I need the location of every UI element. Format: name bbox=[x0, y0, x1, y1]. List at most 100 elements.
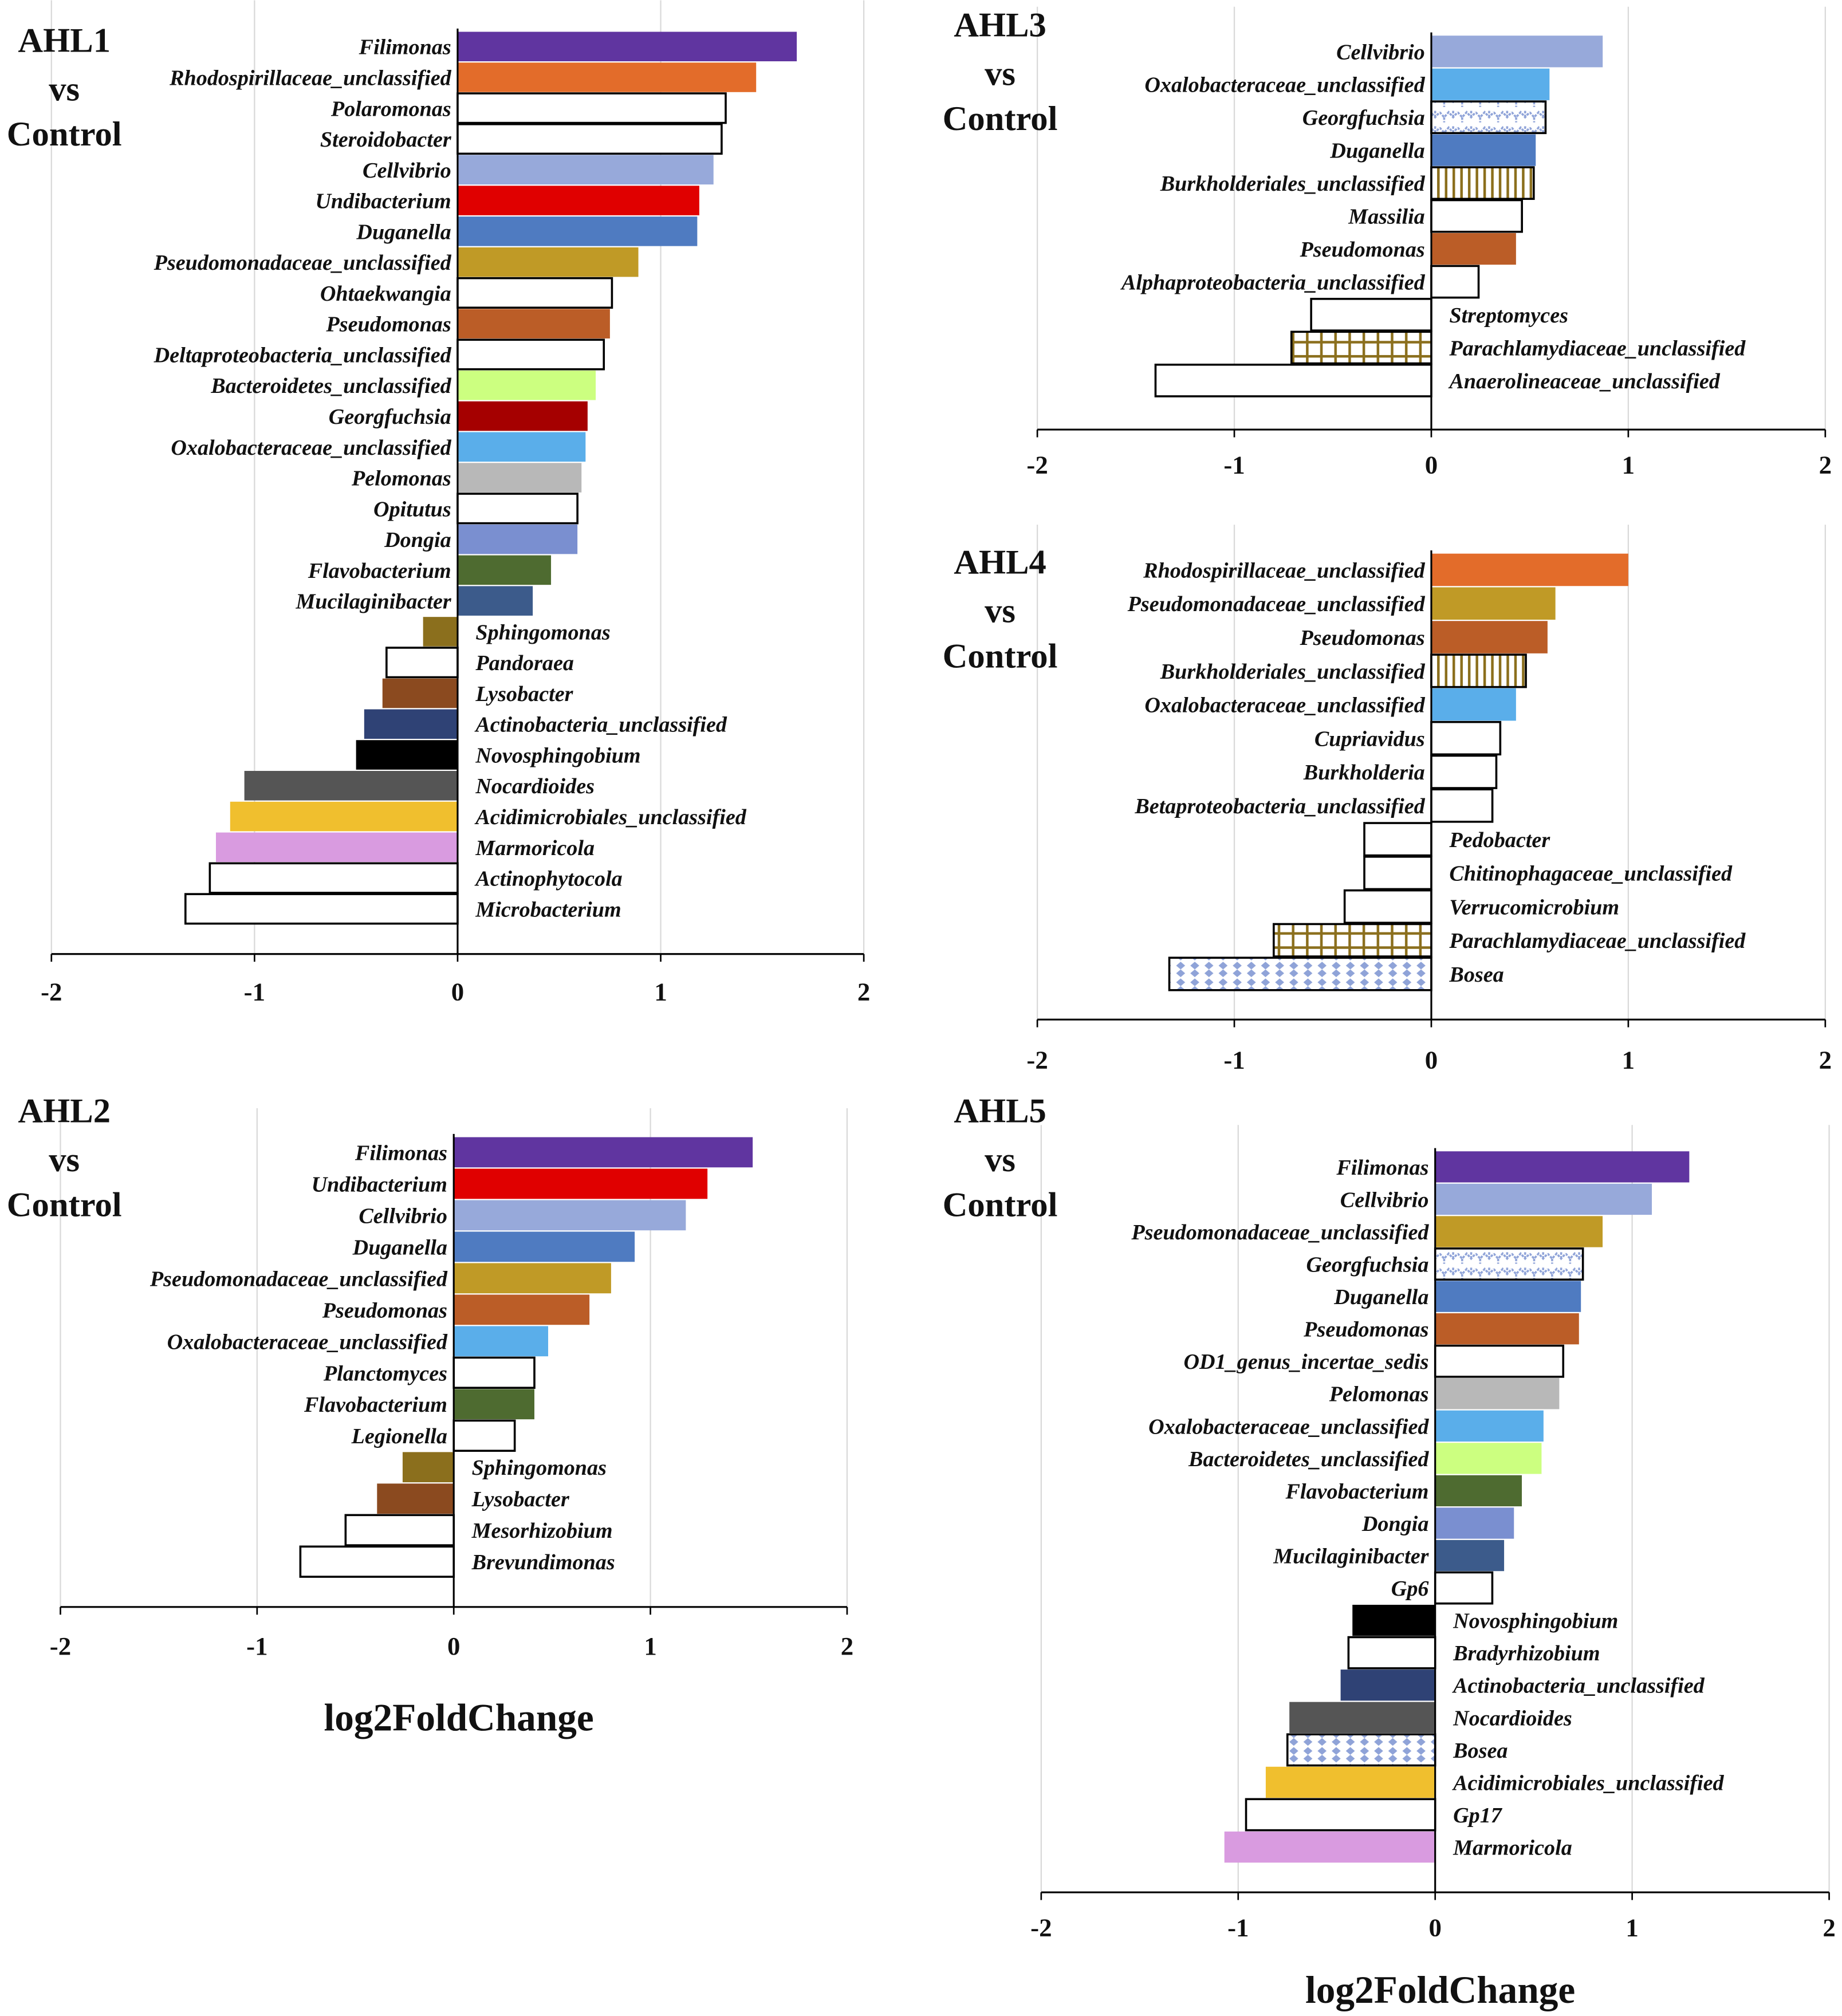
bar-label: Flavobacterium bbox=[1285, 1479, 1428, 1503]
x-tick-label: 0 bbox=[447, 1632, 460, 1660]
bar-label: Sphingomonas bbox=[475, 620, 610, 644]
bar-label: Rhodospirillaceae_unclassified bbox=[169, 66, 452, 90]
bar-label: Steroidobacter bbox=[320, 128, 452, 152]
bar-label: Cupriavidus bbox=[1314, 727, 1425, 751]
bar-label: Filimonas bbox=[355, 1141, 447, 1165]
bar-label: Pseudomonas bbox=[1299, 626, 1424, 650]
bar-marmoricola bbox=[215, 832, 458, 863]
bar-label: Nocardioides bbox=[475, 774, 595, 798]
bar-oxalobacteraceae-unclassified bbox=[1435, 1410, 1544, 1442]
bar-label: Marmoricola bbox=[475, 836, 595, 860]
bar-sphingomonas bbox=[423, 617, 458, 647]
bar-verrucomicrobium bbox=[1343, 889, 1432, 924]
bar-label: Oxalobacteraceae_unclassified bbox=[1144, 694, 1425, 718]
bar-opitutus bbox=[456, 493, 578, 525]
bar-label: Acidimicrobiales_unclassified bbox=[474, 805, 746, 829]
bar-legionella bbox=[452, 1419, 516, 1452]
bar-flavobacterium bbox=[454, 1389, 534, 1420]
bar-label: Brevundimonas bbox=[471, 1550, 615, 1574]
bar-label: Pseudomonas bbox=[1303, 1318, 1428, 1342]
bar-label: Betaproteobacteria_unclassified bbox=[1134, 794, 1425, 818]
bar-label: Pelomonas bbox=[351, 467, 451, 491]
x-axis-label: log2FoldChange bbox=[1305, 1968, 1575, 2011]
bar-actinophytocola bbox=[208, 862, 459, 894]
bar-label: Burkholderia bbox=[1303, 761, 1425, 785]
bar-duganella bbox=[457, 216, 698, 246]
bar-label: Dongia bbox=[384, 528, 451, 552]
bar-label: Flavobacterium bbox=[308, 559, 451, 583]
bar-label: Oxalobacteraceae_unclassified bbox=[1148, 1415, 1429, 1439]
x-tick-label: 0 bbox=[1425, 1045, 1438, 1074]
bar-cellvibrio bbox=[454, 1200, 686, 1231]
panel-title-line: AHL2 bbox=[18, 1092, 111, 1131]
bar-label: Lysobacter bbox=[475, 682, 573, 706]
x-tick-label: 0 bbox=[1425, 450, 1438, 479]
panel-title-line: AHL3 bbox=[954, 6, 1046, 44]
x-tick-label: -1 bbox=[1223, 1045, 1245, 1074]
bar-novosphingobium bbox=[1352, 1605, 1435, 1636]
bar-label: Georgfuchsia bbox=[1306, 1253, 1428, 1277]
bar-cellvibrio bbox=[1435, 1183, 1652, 1215]
x-tick-label: 2 bbox=[1819, 1045, 1832, 1074]
x-tick-label: -2 bbox=[50, 1632, 71, 1660]
bar-label: Burkholderiales_unclassified bbox=[1160, 660, 1426, 684]
bar-rhodospirillaceae-unclassified bbox=[1431, 553, 1628, 586]
bar-duganella bbox=[1431, 134, 1536, 166]
bar-label: Marmoricola bbox=[1453, 1836, 1572, 1860]
bar-gp6 bbox=[1434, 1571, 1494, 1605]
x-tick-label: 0 bbox=[1428, 1913, 1441, 1942]
bar-label: Flavobacterium bbox=[304, 1393, 447, 1417]
bar-duganella bbox=[454, 1231, 635, 1262]
bar-label: Filimonas bbox=[359, 36, 451, 60]
bar-pedobacter bbox=[1363, 822, 1432, 857]
bar-pseudomonas bbox=[1431, 233, 1516, 265]
x-tick-label: 2 bbox=[1819, 450, 1832, 479]
bar-label: Oxalobacteraceae_unclassified bbox=[167, 1330, 448, 1354]
bar-label: Parachlamydiaceae_unclassified bbox=[1449, 336, 1746, 360]
bar-oxalobacteraceae-unclassified bbox=[1431, 688, 1516, 721]
bar-bosea bbox=[1286, 1733, 1436, 1767]
bar-gp17 bbox=[1245, 1798, 1436, 1832]
bar-dongia bbox=[457, 524, 578, 554]
bar-label: Pseudomonadaceae_unclassified bbox=[1131, 1220, 1429, 1245]
panel-ahl2: -2 -1 0 1 2 Filimonas Undibacterium Cellvibrio D… bbox=[7, 1092, 853, 1739]
bar-label: Pelomonas bbox=[1329, 1383, 1429, 1407]
x-tick-label: 1 bbox=[644, 1632, 656, 1660]
bar-label: Mucilaginibacter bbox=[295, 590, 451, 614]
bar-pelomonas bbox=[457, 463, 582, 493]
bar-filimonas bbox=[1435, 1151, 1690, 1183]
panel-title-line: Control bbox=[7, 1186, 122, 1224]
bar-burkholderiales-unclassified bbox=[1430, 653, 1527, 688]
bar-filimonas bbox=[454, 1137, 753, 1168]
panel-title-line: Control bbox=[943, 1186, 1058, 1224]
bar-label: Sphingomonas bbox=[472, 1456, 607, 1480]
bar-label: Streptomyces bbox=[1449, 304, 1568, 328]
panel-ahl4: -2 -1 0 1 2 Rhodospirillaceae_unclassified Pse… bbox=[943, 525, 1832, 1074]
panel-ahl1: -2 -1 0 1 2 Filimonas Rhodospirillaceae_unclas… bbox=[7, 0, 870, 1006]
bar-polaromonas bbox=[456, 92, 727, 124]
bar-planctomyces bbox=[452, 1356, 536, 1389]
bar-label: OD1_genus_incertae_sedis bbox=[1183, 1350, 1428, 1374]
bar-bacteroidetes-unclassified bbox=[457, 370, 596, 400]
bar-flavobacterium bbox=[457, 555, 552, 585]
bar-undibacterium bbox=[457, 186, 699, 215]
bar-label: Duganella bbox=[1329, 139, 1424, 163]
bar-cellvibrio bbox=[457, 155, 714, 185]
bar-parachlamydiaceae-unclassified bbox=[1273, 923, 1432, 958]
bar-label: Mesorhizobium bbox=[471, 1519, 613, 1543]
bar-label: Cellvibrio bbox=[359, 1204, 447, 1228]
bar-nocardioides bbox=[244, 771, 458, 801]
bar-bosea bbox=[1168, 956, 1432, 991]
bar-deltaproteobacteria-unclassified bbox=[456, 338, 605, 371]
bar-label: Lysobacter bbox=[471, 1487, 570, 1511]
panel-title-line: AHL1 bbox=[18, 21, 111, 60]
bar-label: Pseudomonas bbox=[1299, 238, 1424, 262]
bar-sphingomonas bbox=[402, 1452, 454, 1483]
bar-label: Oxalobacteraceae_unclassified bbox=[171, 436, 451, 460]
bar-label: Pseudomonadaceae_unclassified bbox=[154, 251, 452, 275]
x-tick-label: 1 bbox=[1625, 1913, 1638, 1942]
panel-title-line: vs bbox=[49, 1141, 80, 1179]
bar-label: Filimonas bbox=[1336, 1156, 1428, 1180]
x-tick-label: -1 bbox=[244, 978, 265, 1006]
